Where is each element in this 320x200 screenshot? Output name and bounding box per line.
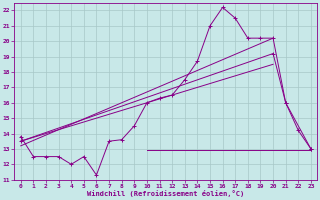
X-axis label: Windchill (Refroidissement éolien,°C): Windchill (Refroidissement éolien,°C)	[87, 190, 244, 197]
